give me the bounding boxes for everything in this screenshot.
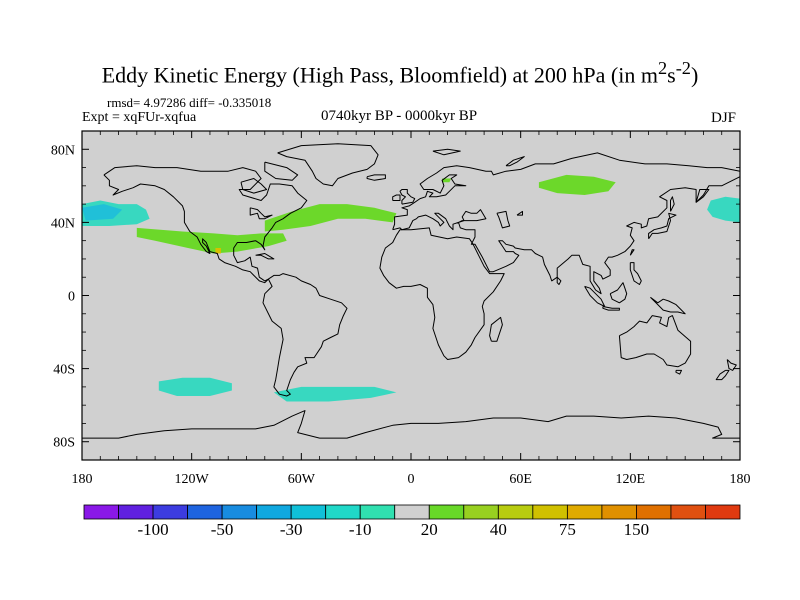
title-end: ) <box>690 62 699 88</box>
season-label: DJF <box>711 110 737 126</box>
coastline-antarctica <box>82 410 740 439</box>
coastline-eurasia <box>392 152 741 295</box>
colorbar-label: 75 <box>559 520 576 539</box>
coastline-new-guinea <box>650 296 686 315</box>
anomaly-region-north-pacific-core <box>82 204 123 221</box>
x-tick-label: 60W <box>288 472 316 487</box>
colorbar-swatch <box>532 504 568 520</box>
colorbar-label: -30 <box>280 520 303 539</box>
x-tick-label: 180 <box>730 472 751 487</box>
coastline-hudson <box>240 178 268 194</box>
colorbar-label: -10 <box>349 520 372 539</box>
colorbar-swatch <box>601 504 637 520</box>
coastlines <box>82 143 741 439</box>
y-tick-label: 0 <box>68 290 75 305</box>
x-tick-label: 120W <box>175 472 210 487</box>
coastline-africa <box>379 227 505 360</box>
y-tick-label: 40S <box>53 363 75 378</box>
coastline-aral <box>516 210 523 216</box>
coastline-taiwan <box>629 249 635 256</box>
coastline-java <box>602 306 620 311</box>
coastline-new-zealand-s <box>715 369 730 381</box>
coastline-north-america <box>103 165 308 284</box>
axis-ticks: 80N 40N 0 40S 80S 180 120W 60W 0 60E 120E 180 <box>51 131 751 487</box>
coastline-sri-lanka <box>556 276 562 285</box>
colorbar-swatch <box>670 504 706 520</box>
coastline-madagascar <box>489 316 503 342</box>
title-mid: s <box>667 62 676 88</box>
coastline-japan <box>648 212 677 240</box>
colorbar-swatch <box>705 504 741 520</box>
anomaly-region-north-atlantic-jet <box>264 204 397 232</box>
coastline-iceland <box>366 174 386 181</box>
period-label: 0740kyr BP - 0000kyr BP <box>321 108 478 124</box>
coastline-greenland <box>277 143 379 187</box>
colorbar-swatch <box>221 504 258 520</box>
colorbar-label: -50 <box>211 520 234 539</box>
anomaly-region-mexico-speck <box>215 248 221 254</box>
title-main: Eddy Kinetic Energy (High Pass, Bloomfie… <box>101 62 658 88</box>
colorbar: -100 -50 -30 -10 20 40 75 150 <box>83 504 741 539</box>
colorbar-swatch <box>256 504 292 520</box>
coastline-new-zealand-n <box>726 359 737 371</box>
coastline-south-america <box>262 273 348 397</box>
coastline-novaya-zemlya <box>505 156 525 167</box>
colorbar-swatch <box>428 504 465 520</box>
coastline-baffin <box>264 161 299 181</box>
coastline-svalbard <box>432 148 461 156</box>
x-tick-label: 180 <box>72 472 93 487</box>
colorbar-swatch <box>118 504 154 520</box>
colorbar-swatch <box>152 504 188 520</box>
coastline-cuba <box>255 253 275 260</box>
x-tick-label: 60E <box>509 472 532 487</box>
map-background <box>82 131 740 460</box>
colorbar-label: -100 <box>137 520 168 539</box>
y-tick-label: 40N <box>51 216 75 231</box>
anomaly-region-arctic-speck <box>442 178 452 183</box>
colorbar-swatch <box>83 504 119 520</box>
colorbar-swatch <box>394 504 430 520</box>
x-tick-label: 120E <box>616 472 646 487</box>
y-tick-label: 80N <box>51 143 75 158</box>
colorbar-swatch <box>566 504 603 520</box>
colorbar-swatch <box>325 504 361 520</box>
stats-line: rmsd= 4.97286 diff= -0.335018 <box>107 95 272 110</box>
colorbar-swatch <box>359 504 396 520</box>
y-tick-label: 80S <box>53 436 75 451</box>
colorbar-swatch <box>463 504 499 520</box>
coastline-ireland <box>392 194 401 201</box>
coastline-caspian <box>496 210 511 229</box>
coastline-uk <box>399 189 416 205</box>
anomaly-region-south-pacific <box>158 377 232 396</box>
coastline-philippines <box>629 262 642 285</box>
colorbar-swatch <box>187 504 223 520</box>
anomaly-regions <box>82 174 740 402</box>
anomaly-region-subtropical-pacific-jet <box>136 227 287 254</box>
colorbar-swatch <box>290 504 327 520</box>
anomaly-region-siberia <box>538 174 616 195</box>
coastline-australia <box>618 315 692 368</box>
title-sup-1: 2 <box>657 58 668 78</box>
coastline-sakhalin <box>670 196 675 212</box>
anomaly-region-south-atlantic <box>273 386 397 402</box>
colorbar-label: 40 <box>490 520 507 539</box>
x-tick-label: 0 <box>408 472 415 487</box>
coastline-great-lakes <box>249 207 273 220</box>
experiment-label: Expt = xqFUr-xqfua <box>82 110 197 125</box>
coastline-kamchatka <box>695 189 710 203</box>
colorbar-label: 150 <box>624 520 650 539</box>
colorbar-label: 20 <box>421 520 438 539</box>
colorbar-swatch <box>636 504 672 520</box>
coastline-borneo <box>609 282 628 304</box>
colorbar-swatch <box>497 504 534 520</box>
title-sup-2: -2 <box>675 58 691 78</box>
figure-title: Eddy Kinetic Energy (High Pass, Bloomfie… <box>0 58 800 88</box>
anomaly-region-north-pacific-west <box>707 196 740 223</box>
coastline-tasmania <box>675 369 682 375</box>
